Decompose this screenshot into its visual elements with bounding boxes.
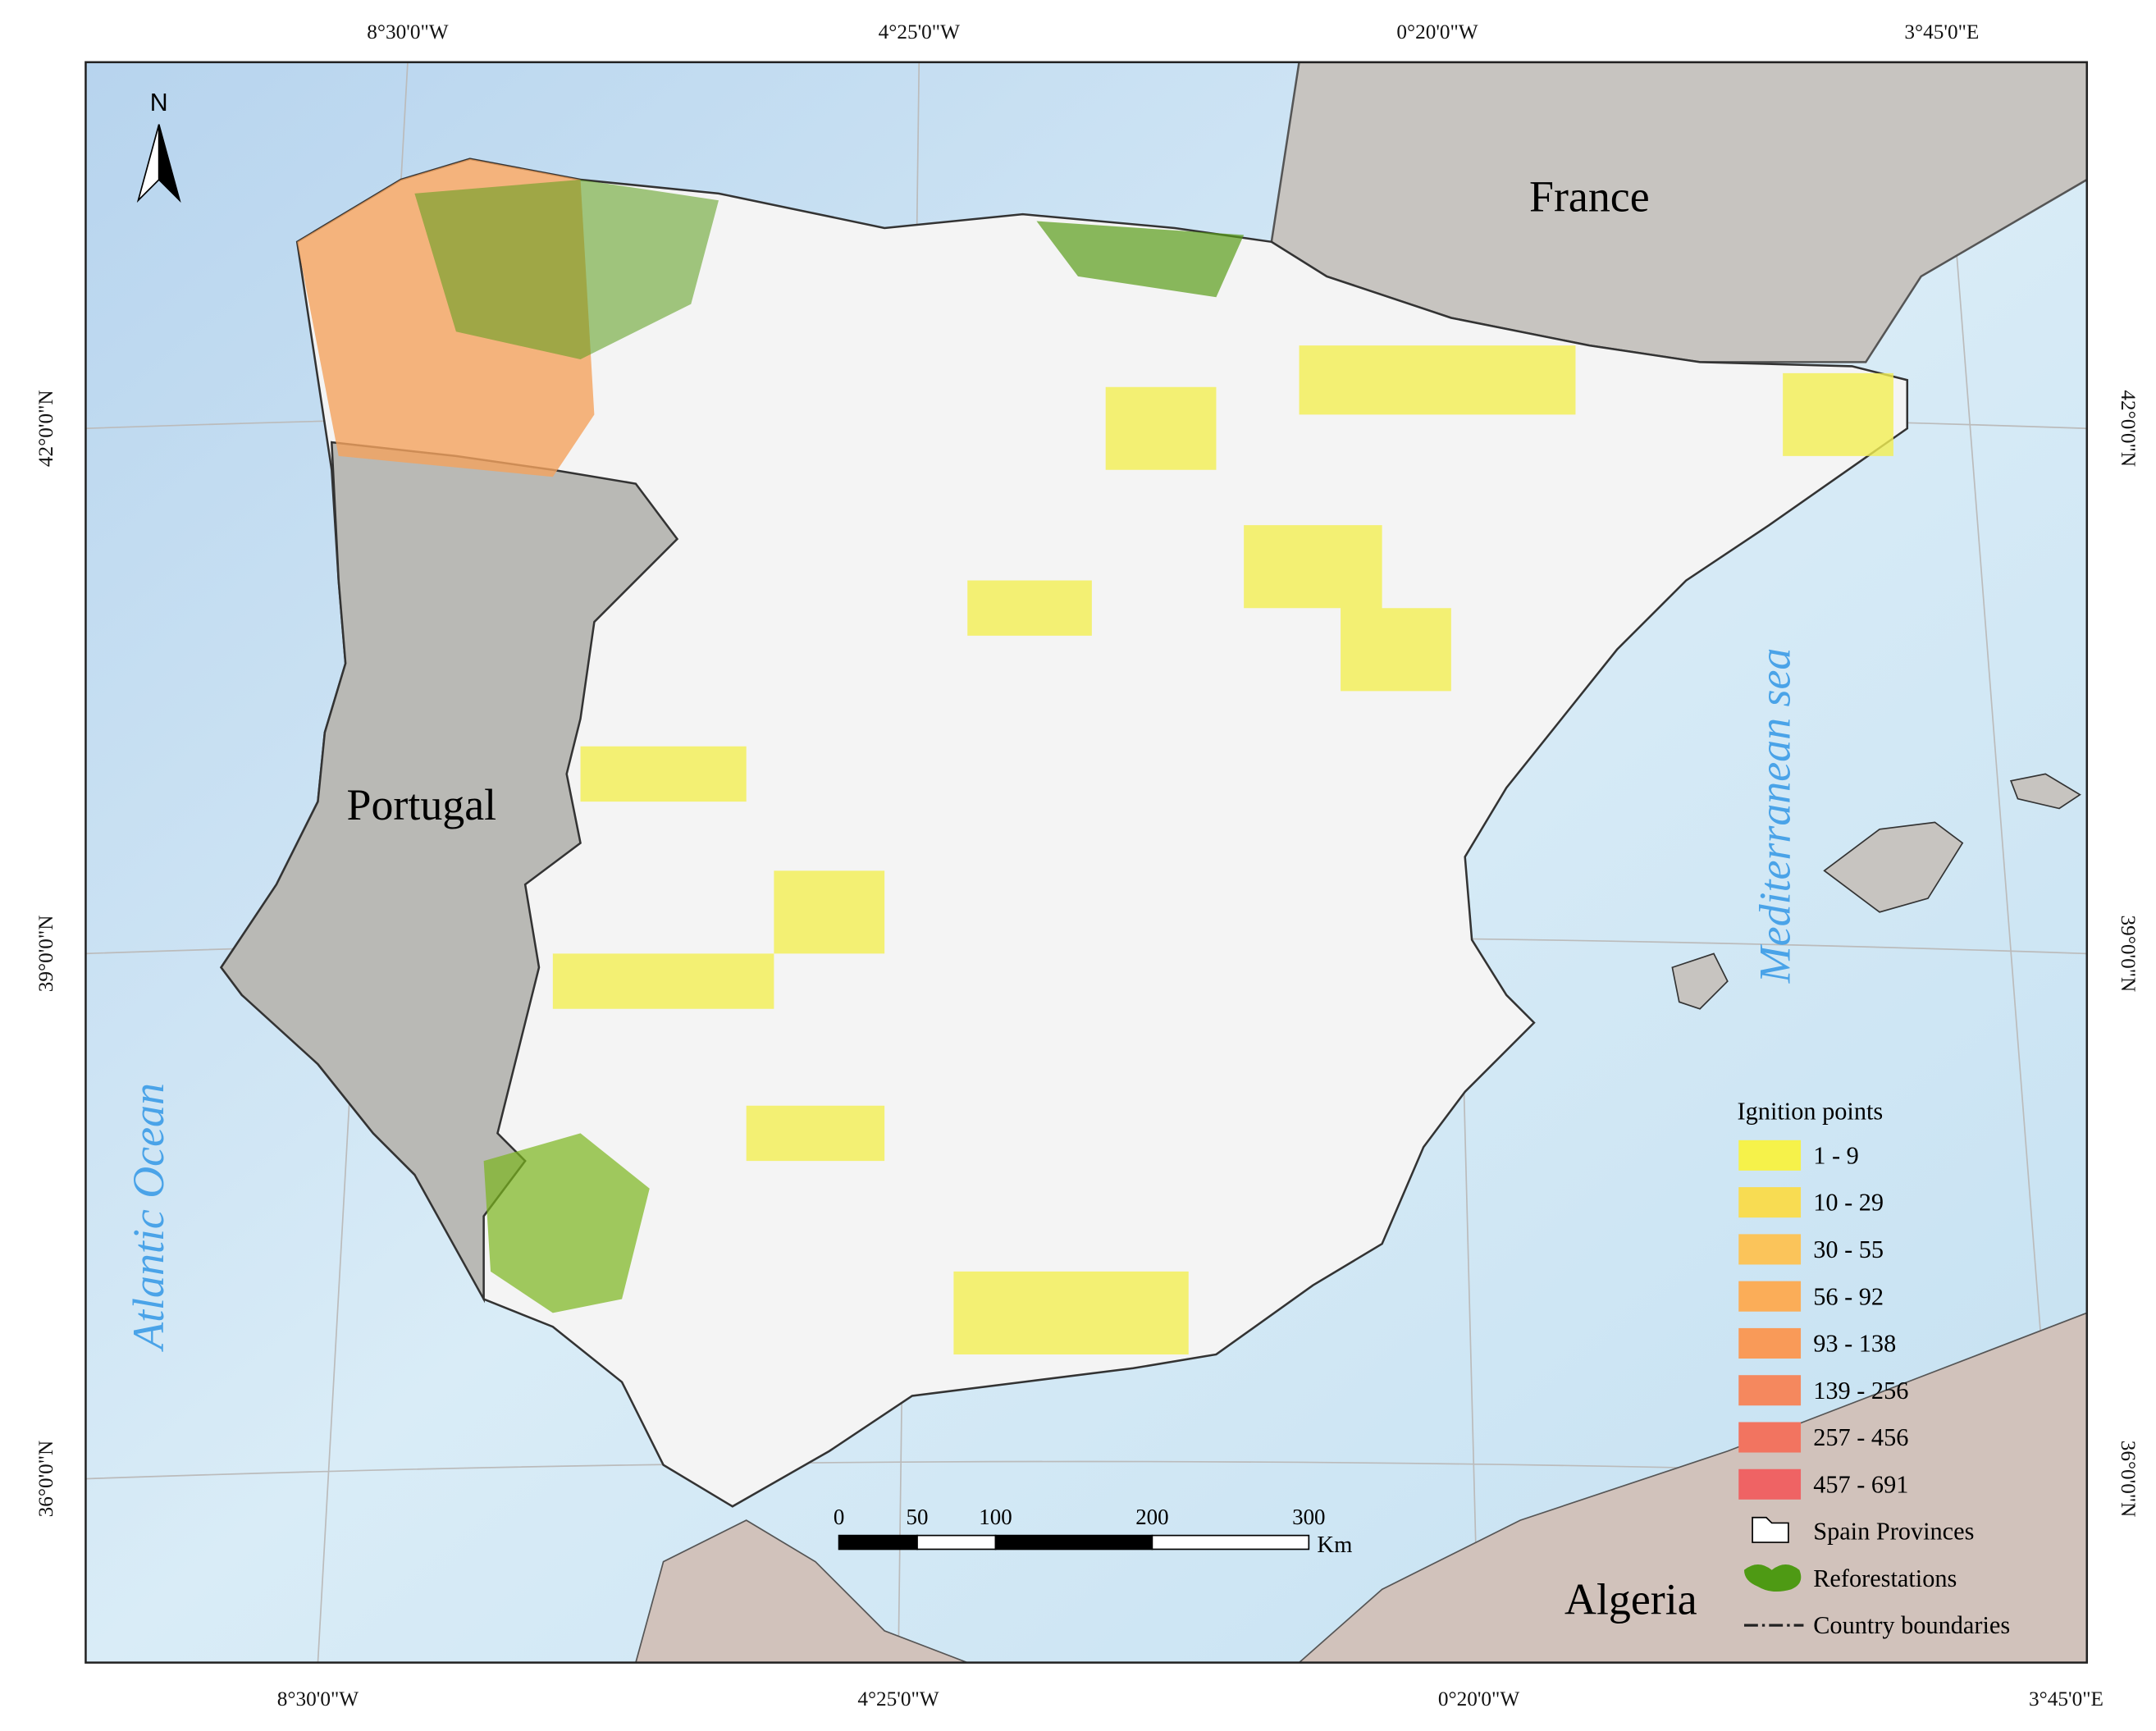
scale-segment [838, 1534, 918, 1551]
scale-label: 100 [979, 1505, 1012, 1529]
graticule-labels: 8°30'0"W 4°25'0"W 0°20'0"W 3°45'0"E 8°30'0"W… [34, 21, 2140, 1710]
graticule-label: 0°20'0"W [1396, 21, 1478, 43]
legend-label: 10 - 29 [1813, 1189, 1884, 1217]
legend-label: Spain Provinces [1813, 1518, 1974, 1546]
legend-label: 139 - 256 [1813, 1377, 1908, 1404]
legend-swatch [1738, 1422, 1802, 1453]
legend-swatch [1738, 1468, 1802, 1500]
north-label: N [150, 89, 168, 116]
map-layers [85, 62, 2087, 1663]
graticule-label: 39°0'0"N [34, 916, 57, 993]
legend-swatch [1738, 1375, 1802, 1406]
legend-label: 30 - 55 [1813, 1235, 1884, 1263]
graticule-label: 8°30'0"W [277, 1688, 359, 1710]
legend-swatch [1738, 1234, 1802, 1265]
sw-reforestation [483, 1133, 650, 1313]
legend-swatch [1738, 1281, 1802, 1312]
scale-label: 200 [1135, 1505, 1168, 1529]
mallorca [1823, 821, 1964, 913]
graticule-label: 36°0'0"N [2117, 1441, 2140, 1518]
nw-reforestation [414, 180, 719, 360]
africa-west [635, 1519, 968, 1663]
legend-label: Country boundaries [1813, 1611, 2010, 1639]
graticule-label: 4°25'0"W [879, 21, 960, 43]
scale-label: 50 [907, 1505, 929, 1529]
graticule-label: 8°30'0"W [367, 21, 448, 43]
graticule-label: 4°25'0"W [857, 1688, 939, 1710]
map-frame [85, 61, 2089, 1664]
country-label: France [1529, 172, 1650, 222]
scale-unit: Km [1317, 1532, 1352, 1558]
country-label: Algeria [1564, 1575, 1697, 1624]
country-label: Portugal [346, 780, 496, 829]
scale-label: 300 [1292, 1505, 1325, 1529]
legend-label: 1 - 9 [1813, 1141, 1859, 1169]
legend-label: 56 - 92 [1813, 1282, 1884, 1310]
africa-east [1298, 1312, 2087, 1663]
graticule-label: 3°45'0"E [1904, 21, 1979, 43]
legend-label: Reforestations [1813, 1564, 1957, 1592]
graticule-label: 42°0'0"N [34, 390, 57, 467]
legend-reforestation-symbol [1743, 1564, 1802, 1592]
graticule-label: 39°0'0"N [2117, 916, 2140, 993]
menorca [2009, 773, 2081, 810]
legend: Ignition points Spain Provinces Reforest… [1738, 1098, 2011, 1640]
legend-label: 93 - 138 [1813, 1330, 1896, 1358]
scale-segment [916, 1534, 997, 1551]
legend-swatch [1738, 1140, 1802, 1171]
graticule-label: 0°20'0"W [1438, 1688, 1519, 1710]
sea-label: Atlantic Ocean [124, 1083, 173, 1352]
scale-bar: 0 50 100 200 300 Km [834, 1505, 1353, 1558]
ibiza [1671, 952, 1729, 1010]
graticule-label: 3°45'0"E [2029, 1688, 2103, 1710]
legend-title: Ignition points [1738, 1098, 1884, 1126]
legend-swatch [1738, 1327, 1802, 1359]
scale-segment [994, 1534, 1153, 1551]
sea-label: Mediterranean sea [1751, 648, 1800, 984]
north-arrow: N [136, 89, 181, 203]
scale-segment [1151, 1534, 1310, 1551]
graticule-label: 42°0'0"N [2117, 390, 2140, 467]
graticule-label: 36°0'0"N [34, 1441, 57, 1518]
legend-swatch [1738, 1187, 1802, 1218]
legend-provinces-symbol [1752, 1516, 1789, 1543]
scale-label: 0 [834, 1505, 844, 1529]
legend-label: 257 - 456 [1813, 1423, 1908, 1451]
north-reforestation [1036, 221, 1245, 298]
legend-label: 457 - 691 [1813, 1470, 1908, 1498]
